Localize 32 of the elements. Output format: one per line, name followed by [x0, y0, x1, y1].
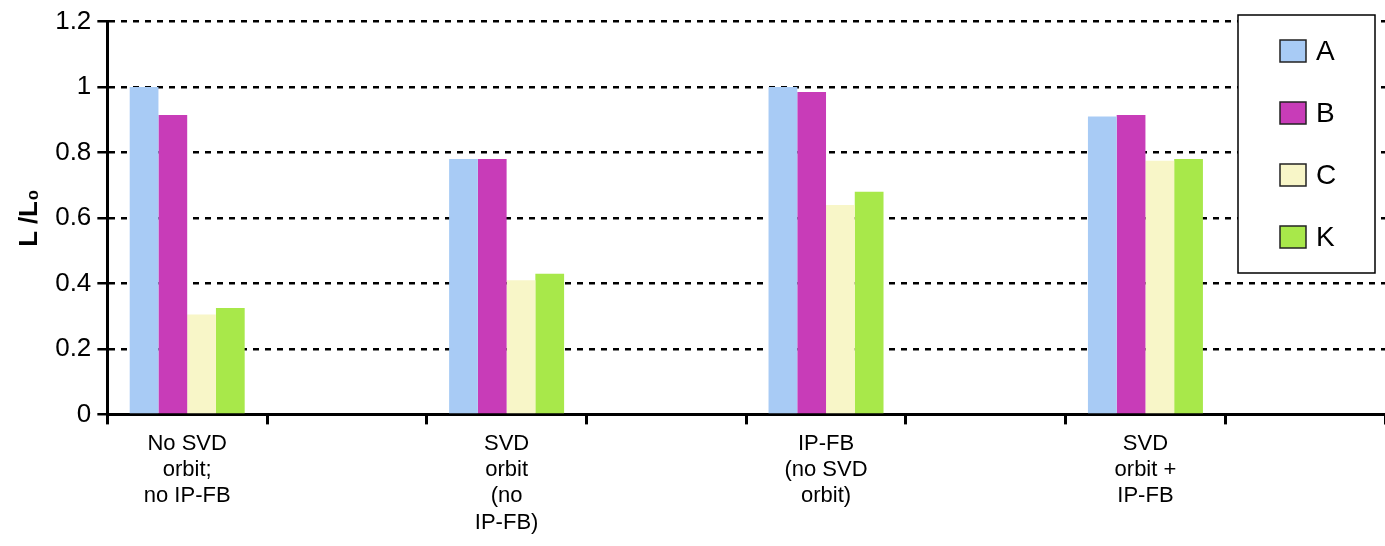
- legend-label: K: [1316, 220, 1335, 252]
- bar: [768, 87, 798, 414]
- bar: [1116, 114, 1146, 414]
- bar: [158, 114, 188, 414]
- bar: [1087, 116, 1117, 414]
- bar: [1145, 160, 1175, 414]
- bar: [477, 159, 507, 414]
- x-tick-label: No SVD orbit; no IP-FB: [143, 429, 231, 508]
- x-tick-label: IP-FB (no SVD orbit): [784, 429, 868, 508]
- legend-label: B: [1316, 96, 1335, 128]
- legend-label: A: [1316, 34, 1335, 66]
- bar: [187, 314, 216, 414]
- bar: [797, 91, 827, 414]
- bar: [449, 159, 478, 414]
- legend-label: C: [1316, 158, 1337, 190]
- bar: [506, 280, 536, 414]
- y-tick-label: 1.2: [55, 4, 92, 35]
- y-tick-label: 0.8: [55, 135, 92, 166]
- x-tick-label: SVD orbit (no IP-FB): [474, 429, 539, 534]
- y-tick-label: 0.2: [55, 332, 92, 363]
- bar: [826, 204, 855, 414]
- y-axis-title: L /L₀: [12, 189, 43, 247]
- bar: [129, 87, 159, 414]
- x-tick-label: SVD orbit + IP-FB: [1114, 429, 1177, 508]
- y-tick-label: 0.6: [55, 201, 92, 232]
- bar: [1174, 159, 1203, 414]
- y-tick-label: 0.4: [55, 266, 92, 297]
- bar: [854, 191, 884, 414]
- bar: [215, 308, 245, 414]
- bar: [535, 273, 565, 414]
- y-tick-label: 1: [76, 70, 92, 101]
- y-tick-label: 0: [76, 397, 92, 428]
